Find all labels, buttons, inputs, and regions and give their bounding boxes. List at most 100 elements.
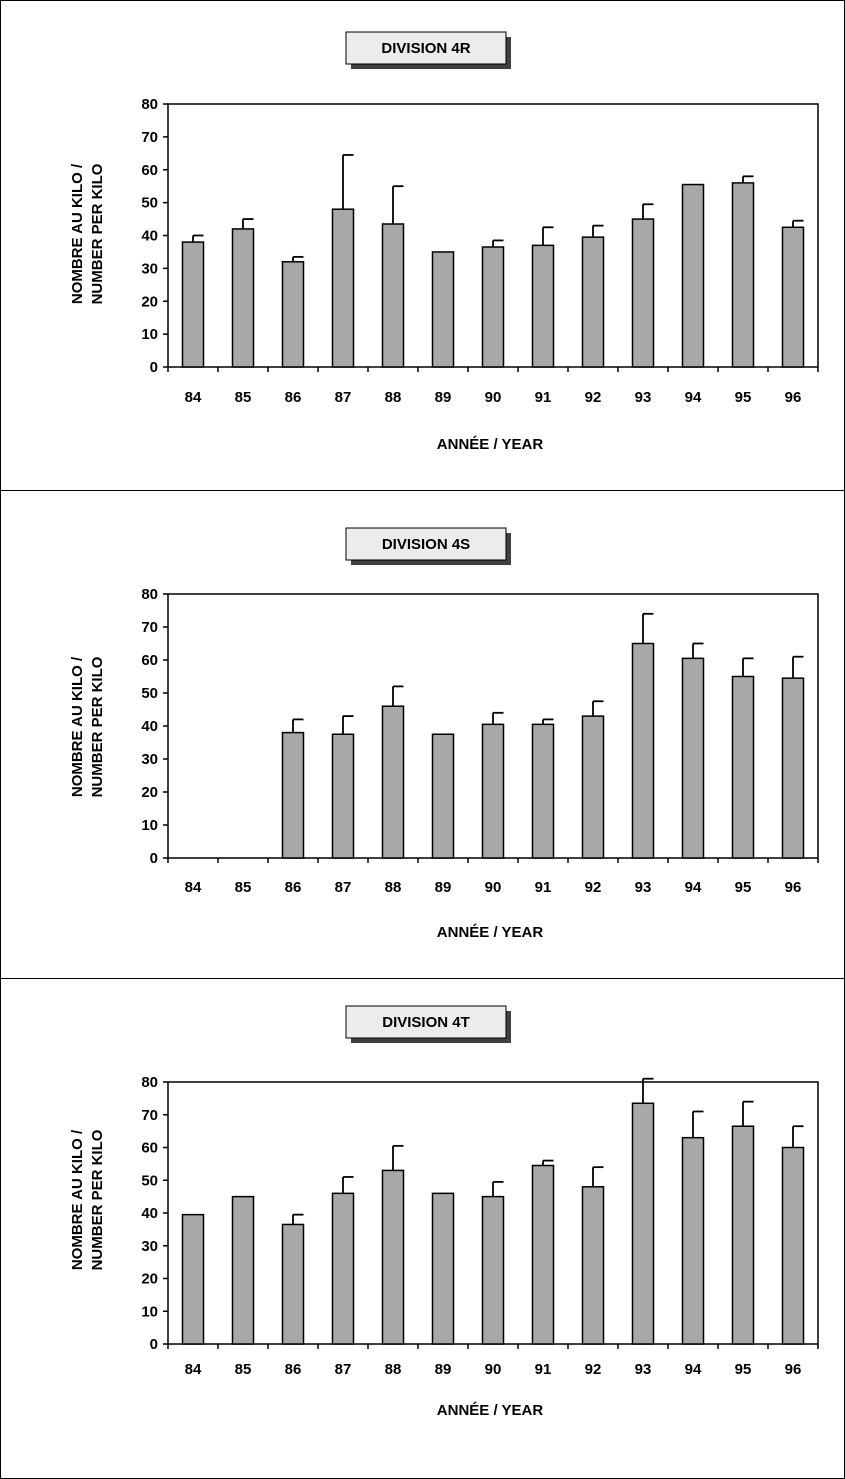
x-tick-label: 91 [535,879,552,896]
bar [781,677,805,859]
bar [731,1125,755,1345]
bar [481,1195,505,1345]
x-tick-label: 90 [485,389,502,406]
x-tick-label: 95 [735,1361,752,1378]
bar [281,1223,305,1345]
y-tick-label: 10 [141,1303,158,1320]
bar [581,715,605,859]
x-tick-label: 88 [385,389,402,406]
x-axis-title: ANNÉE / YEAR [437,924,544,941]
x-tick-label: 87 [335,1361,352,1378]
y-tick-label: 20 [141,784,158,801]
x-tick-label: 94 [685,879,702,896]
x-tick-label: 85 [235,389,252,406]
bar [581,236,605,368]
y-tick-label: 70 [141,129,158,146]
y-tick-label: 60 [141,1140,158,1157]
bar [731,675,755,859]
bar [381,223,405,368]
y-tick-label: 30 [141,751,158,768]
bar [281,261,305,368]
x-tick-label: 93 [635,879,652,896]
x-tick-label: 89 [435,389,452,406]
bar [231,228,255,368]
y-tick-label: 80 [141,586,158,603]
x-tick-label: 96 [785,1361,802,1378]
y-tick-label: 0 [150,1336,158,1353]
x-tick-label: 90 [485,879,502,896]
bar [181,241,205,368]
chart-panel-division-4r: DIVISION 4R NOMBRE AU KILO / NUMBER PER … [69,31,819,453]
x-tick-label: 87 [335,879,352,896]
bar [231,1195,255,1345]
x-tick-label: 94 [685,1361,702,1378]
bar [331,733,355,859]
x-tick-label: 86 [285,1361,302,1378]
x-tick-label: 85 [235,1361,252,1378]
bar [481,246,505,368]
y-axis-title-line-2: NUMBER PER KILO [89,656,106,797]
y-tick-label: 70 [141,619,158,636]
bar [431,733,455,859]
y-tick-label: 50 [141,1172,158,1189]
bar [531,1164,555,1345]
y-axis-title-line-1: NOMBRE AU KILO / [69,656,86,797]
y-tick-label: 10 [141,326,158,343]
bar [681,183,705,368]
bar [281,731,305,859]
x-tick-label: 88 [385,1361,402,1378]
chart-title-box: DIVISION 4S [345,527,511,565]
bar [481,723,505,859]
y-tick-label: 60 [141,652,158,669]
y-tick-label: 40 [141,228,158,245]
x-tick-label: 93 [635,389,652,406]
bar [681,1136,705,1345]
bar [331,1192,355,1345]
bar [731,182,755,368]
x-tick-label: 87 [335,389,352,406]
y-tick-label: 30 [141,1238,158,1255]
chart-title: DIVISION 4S [382,536,470,553]
y-axis-title: NOMBRE AU KILO / NUMBER PER KILO [69,656,106,797]
x-tick-label: 84 [185,879,202,896]
bar [581,1186,605,1345]
y-tick-label: 50 [141,195,158,212]
x-tick-label: 84 [185,389,202,406]
x-axis-title: ANNÉE / YEAR [437,1402,544,1419]
x-tick-label: 92 [585,389,602,406]
bar [631,218,655,368]
x-tick-label: 93 [635,1361,652,1378]
panel-divider [0,490,845,491]
x-tick-label: 92 [585,1361,602,1378]
x-tick-label: 94 [685,389,702,406]
x-tick-label: 91 [535,389,552,406]
x-tick-label: 91 [535,1361,552,1378]
y-tick-label: 40 [141,718,158,735]
bar [181,1213,205,1345]
y-axis-title: NOMBRE AU KILO / NUMBER PER KILO [69,1129,106,1270]
y-axis-title-line-1: NOMBRE AU KILO / [69,163,86,304]
chart-panel-division-4t: DIVISION 4T NOMBRE AU KILO / NUMBER PER … [69,1005,819,1419]
y-tick-label: 80 [141,1074,158,1091]
y-tick-label: 0 [150,359,158,376]
plot-area: 0 10 20 30 40 50 60 70 80 84 85 86 87 88 89 90 91 92 93 94 9… [141,1074,819,1378]
x-tick-label: 89 [435,1361,452,1378]
y-axis-title-line-2: NUMBER PER KILO [89,163,106,304]
y-tick-label: 40 [141,1205,158,1222]
bar [631,1102,655,1345]
y-tick-label: 0 [150,850,158,867]
x-tick-label: 95 [735,879,752,896]
plot-area: 0 10 20 30 40 50 60 70 80 84 85 86 87 88 89 90 91 92 93 94 9… [141,96,819,406]
x-tick-label: 96 [785,879,802,896]
y-tick-label: 20 [141,293,158,310]
y-axis-title-line-2: NUMBER PER KILO [89,1129,106,1270]
plot-area: 0 10 20 30 40 50 60 70 80 84 85 86 87 88 89 90 91 92 93 94 9… [141,586,819,896]
bar [531,244,555,368]
bar [631,642,655,859]
x-tick-label: 92 [585,879,602,896]
panel-divider [0,978,845,979]
y-tick-label: 60 [141,162,158,179]
x-tick-label: 88 [385,879,402,896]
x-tick-label: 85 [235,879,252,896]
bar [531,723,555,859]
